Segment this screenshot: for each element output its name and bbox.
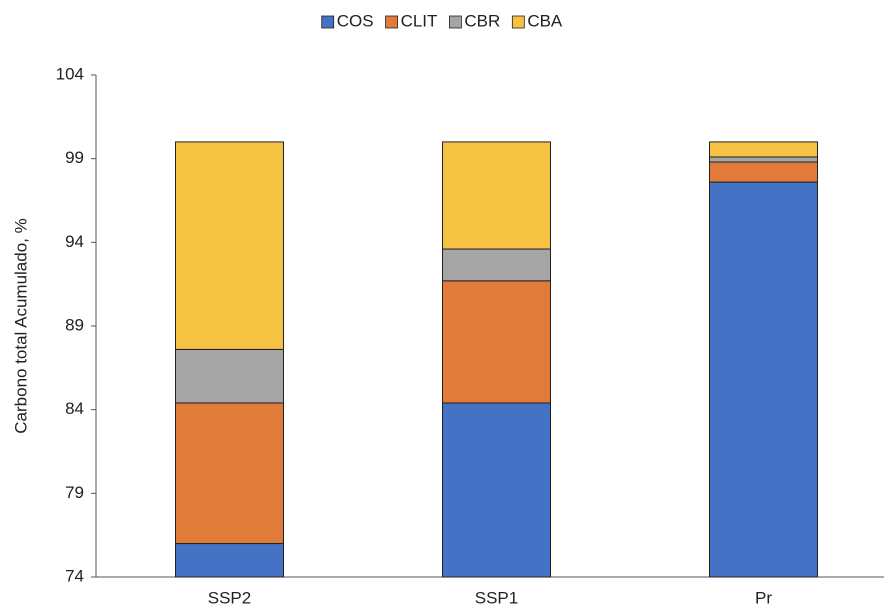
- legend-label: CBA: [527, 11, 563, 30]
- x-tick-label: SSP2: [208, 588, 251, 607]
- y-tick-label: 79: [65, 483, 84, 502]
- y-tick-label: 99: [65, 148, 84, 167]
- legend-swatch: [321, 15, 335, 29]
- bar-segment: [442, 402, 551, 578]
- legend-label: CBR: [464, 11, 500, 30]
- x-tick-label: SSP1: [475, 588, 518, 607]
- y-axis-label: Carbono total Acumulado, %: [11, 218, 30, 433]
- y-tick-label: 84: [65, 399, 84, 418]
- bar-segment: [709, 161, 818, 183]
- y-tick-label: 94: [65, 232, 84, 251]
- y-tick-label: 89: [65, 315, 84, 334]
- legend-label: COS: [337, 11, 374, 30]
- legend: COS CLIT CBR CBA: [321, 11, 563, 30]
- bar-segment: [175, 543, 284, 578]
- bar-segment: [175, 141, 284, 350]
- bar-segment: [442, 141, 551, 250]
- legend-label: CLIT: [401, 11, 438, 30]
- legend-swatch: [449, 15, 462, 29]
- bar-segment: [442, 248, 551, 282]
- x-tick-label: Pr: [755, 588, 772, 607]
- y-tick-label: 74: [65, 566, 84, 585]
- legend-swatch: [511, 15, 525, 29]
- bar-segment: [709, 181, 818, 578]
- legend-swatch: [385, 15, 398, 29]
- y-tick-label: 104: [56, 64, 84, 83]
- bar-segment: [175, 402, 284, 545]
- bar-segment: [442, 280, 551, 404]
- bar-segment: [709, 141, 818, 158]
- bar-segment: [709, 156, 818, 163]
- bar-segment: [175, 348, 284, 404]
